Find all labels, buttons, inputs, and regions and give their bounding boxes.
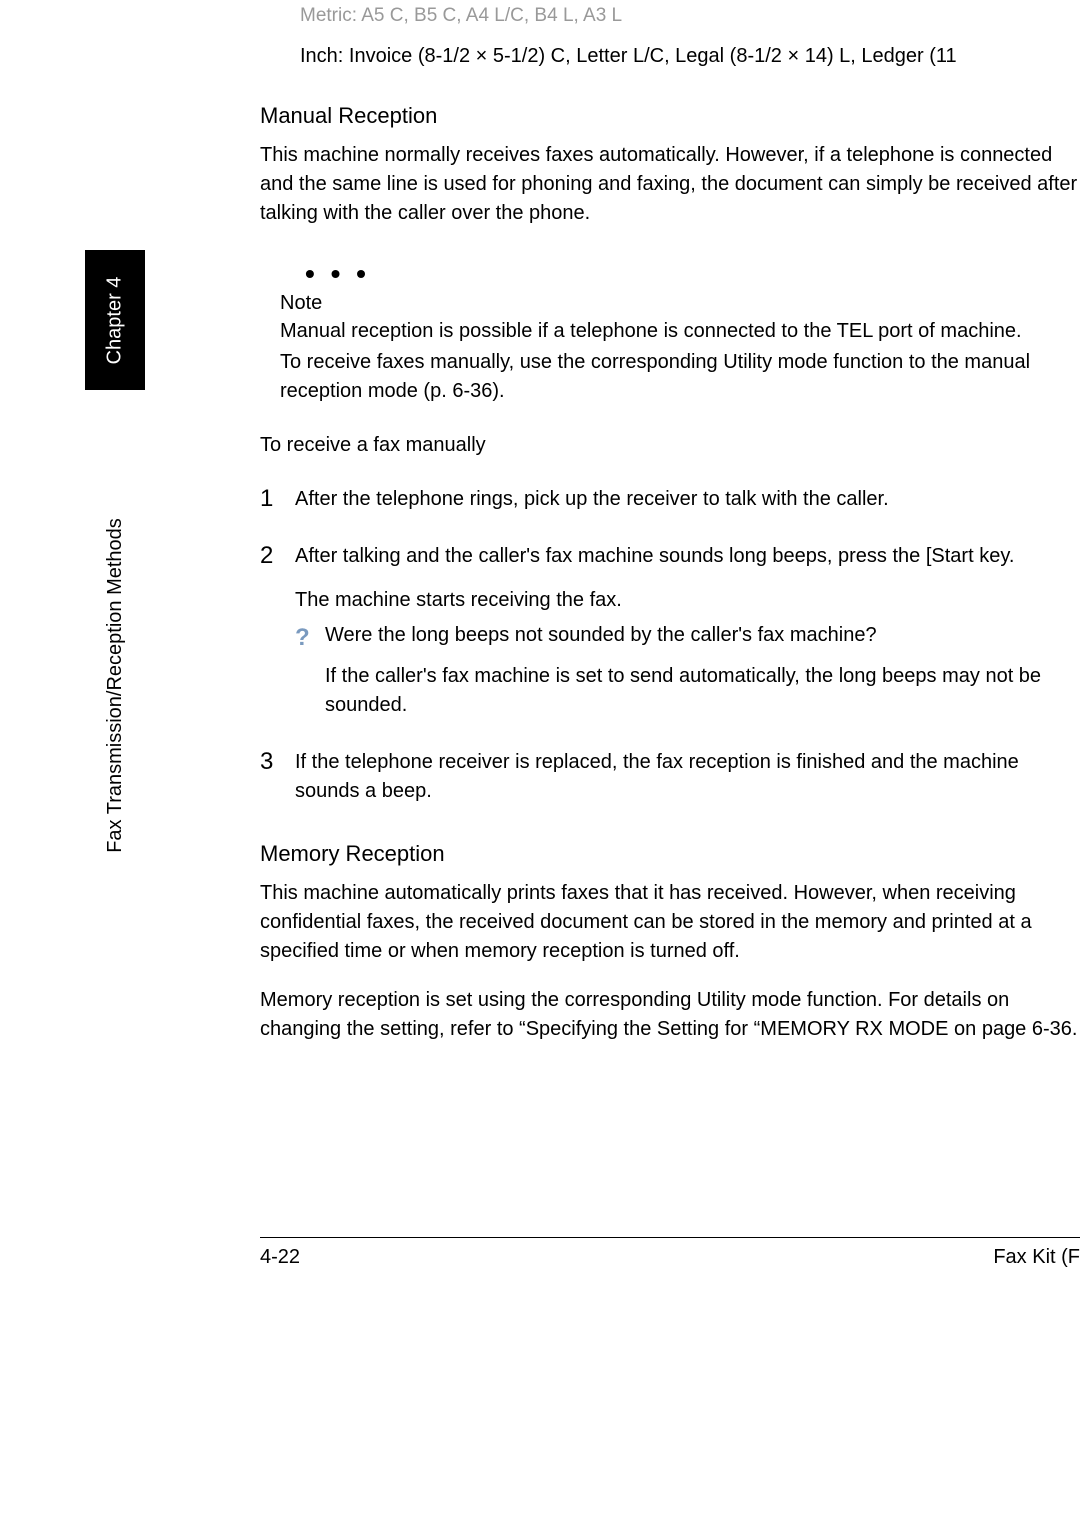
vertical-section-label: Fax Transmission/Reception Methods <box>100 420 130 950</box>
chapter-tab: Chapter 4 <box>85 250 145 390</box>
body-manual-reception: This machine normally receives faxes aut… <box>260 141 1080 228</box>
step-3-number: 3 <box>260 748 295 806</box>
heading-manual-reception: Manual Reception <box>260 103 1080 129</box>
subheading-receive-manually: To receive a fax manually <box>260 434 1080 457</box>
step-2-text: After talking and the caller's fax machi… <box>295 542 1014 571</box>
note-dots: • • • <box>305 258 1080 290</box>
step-2-sub: The machine starts receiving the fax. <box>295 586 1080 615</box>
step-1-text: After the telephone rings, pick up the r… <box>295 485 889 514</box>
body-memory-1: This machine automatically prints faxes … <box>260 879 1080 966</box>
step-1: 1 After the telephone rings, pick up the… <box>260 485 1080 514</box>
note-label: Note <box>280 292 1080 315</box>
page-number: 4-22 <box>260 1246 300 1269</box>
note-text-2: To receive faxes manually, use the corre… <box>280 348 1080 406</box>
heading-memory-reception: Memory Reception <box>260 841 1080 867</box>
page-content: Metric: A5 C, B5 C, A4 L/C, B4 L, A3 L I… <box>260 0 1080 1044</box>
page-footer: 4-22 Fax Kit (F <box>260 1237 1080 1269</box>
step-3: 3 If the telephone receiver is replaced,… <box>260 748 1080 806</box>
step-2: 2 After talking and the caller's fax mac… <box>260 542 1080 571</box>
question-answer: If the caller's fax machine is set to se… <box>325 662 1080 720</box>
metric-line: Metric: A5 C, B5 C, A4 L/C, B4 L, A3 L <box>300 5 1080 27</box>
question-line: ? Were the long beeps not sounded by the… <box>295 621 1080 656</box>
question-text: Were the long beeps not sounded by the c… <box>325 621 877 656</box>
question-icon: ? <box>295 621 325 656</box>
step-1-number: 1 <box>260 485 295 514</box>
footer-right: Fax Kit (F <box>993 1246 1080 1269</box>
step-3-text: If the telephone receiver is replaced, t… <box>295 748 1080 806</box>
body-memory-2: Memory reception is set using the corres… <box>260 986 1080 1044</box>
inch-line: Inch: Invoice (8-1/2 × 5-1/2) C, Letter … <box>300 45 1080 68</box>
note-text-1: Manual reception is possible if a teleph… <box>280 317 1080 346</box>
chapter-tab-label: Chapter 4 <box>104 276 127 364</box>
step-2-number: 2 <box>260 542 295 571</box>
vertical-section-text: Fax Transmission/Reception Methods <box>104 518 127 853</box>
